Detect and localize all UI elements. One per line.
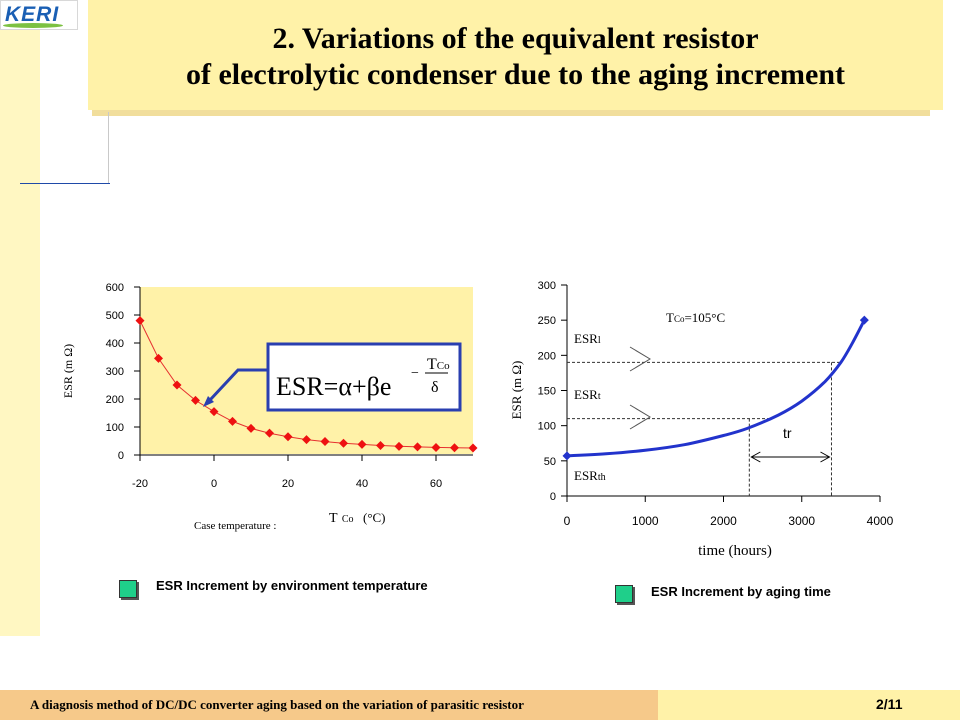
legend-aging-label: ESR Increment by aging time (651, 584, 831, 599)
left-data-point (468, 443, 478, 453)
left-y-tick-label: 600 (106, 282, 124, 294)
left-accent-strip (0, 0, 40, 636)
tr-label: tr (783, 425, 792, 441)
tr-arrow-left-head (750, 451, 761, 463)
right-x-axis-label: time (hours) (698, 543, 772, 559)
left-data-point (191, 395, 200, 405)
footer-right-panel (658, 690, 960, 720)
left-x-tick-label: 0 (211, 478, 217, 490)
formula-main: ESR=α+βe (276, 372, 391, 401)
right-x-tick-label: 2000 (710, 514, 737, 528)
left-y-tick-label: 500 (106, 310, 124, 322)
esr-t-label: ESRt (574, 387, 601, 402)
right-x-tick-label: 3000 (788, 514, 815, 528)
title-shadow (92, 110, 930, 116)
right-condition-label: TCo=105°C (666, 310, 725, 325)
left-data-point (209, 407, 219, 417)
right-x-tick-label: 0 (564, 514, 571, 528)
left-y-tick-label: 200 (106, 394, 124, 406)
title-banner: 2. Variations of the equivalent resistor… (88, 0, 943, 110)
esr-th-label: ESRth (574, 468, 606, 483)
right-data-point (562, 451, 572, 461)
left-data-point (376, 440, 385, 450)
left-data-point (154, 353, 163, 363)
legend-temperature-swatch (119, 580, 137, 598)
page-title-line-2: of electrolytic condenser due to the agi… (185, 58, 846, 91)
right-y-tick-label: 250 (538, 315, 556, 327)
right-y-tick-label: 200 (538, 350, 556, 362)
right-y-tick-label: 150 (538, 386, 556, 398)
formula-callout-arrowhead (203, 396, 214, 407)
logo-swoosh-icon (3, 23, 63, 28)
left-data-point (320, 437, 330, 447)
left-data-point (431, 442, 441, 452)
left-data-point (246, 423, 256, 433)
left-y-axis-label: ESR (m Ω) (61, 344, 75, 398)
left-data-point (450, 443, 459, 453)
right-y-axis-label: ESR (m Ω) (509, 361, 524, 420)
formula-box (266, 342, 462, 412)
tr-arrow-right-head (820, 451, 831, 463)
esr-l-pointer-arrow (629, 346, 651, 372)
legend-temperature-label: ESR Increment by environment temperature (156, 578, 428, 593)
left-x-tick-label: -20 (132, 478, 148, 490)
left-data-point (413, 442, 422, 452)
right-y-tick-label: 300 (538, 280, 556, 292)
logo-text: KERI (5, 3, 60, 26)
page-number: 2/11 (876, 696, 903, 712)
formula-exponent-numerator: TCo (427, 356, 450, 373)
right-series-line (566, 319, 866, 458)
left-y-tick-label: 100 (106, 422, 124, 434)
left-x-axis-prefix: Case temperature : (194, 520, 276, 532)
left-data-point (172, 380, 182, 390)
left-x-tick-label: 20 (282, 478, 294, 490)
left-y-tick-label: 400 (106, 338, 124, 350)
left-data-point (265, 428, 274, 438)
left-data-point (283, 432, 293, 442)
footer-caption: A diagnosis method of DC/DC converter ag… (30, 697, 524, 712)
decorative-vertical-line (108, 112, 109, 184)
page-title-line-1: 2. Variations of the equivalent resistor (272, 22, 759, 55)
left-y-tick-label: 300 (106, 366, 124, 378)
left-data-point (302, 435, 311, 445)
right-y-tick-label: 100 (538, 421, 556, 433)
footer-bar (0, 690, 658, 720)
left-data-point (357, 439, 367, 449)
left-x-axis-symbol: T Co (°C) (329, 510, 386, 526)
formula-exponent-denominator: δ (431, 379, 439, 396)
esr-l-label: ESRl (574, 331, 601, 346)
formula-exponent-minus: − (411, 366, 419, 381)
left-y-tick-label: 0 (118, 450, 124, 462)
right-x-tick-label: 4000 (867, 514, 894, 528)
esr-t-pointer-arrow (629, 404, 651, 430)
left-data-point (339, 438, 348, 448)
left-data-point (228, 416, 237, 426)
right-x-tick-label: 1000 (632, 514, 659, 528)
legend-aging-swatch (615, 585, 633, 603)
left-data-point (135, 316, 145, 326)
right-plot-area (567, 285, 880, 496)
right-data-point (859, 315, 869, 325)
keri-logo: KERI (0, 0, 78, 30)
left-x-tick-label: 60 (430, 478, 442, 490)
left-x-tick-label: 40 (356, 478, 368, 490)
left-data-point (394, 441, 404, 451)
right-y-tick-label: 0 (550, 491, 556, 503)
formula-callout-arrow (208, 368, 270, 402)
right-y-tick-label: 50 (544, 456, 556, 468)
decorative-horizontal-line (20, 183, 110, 184)
